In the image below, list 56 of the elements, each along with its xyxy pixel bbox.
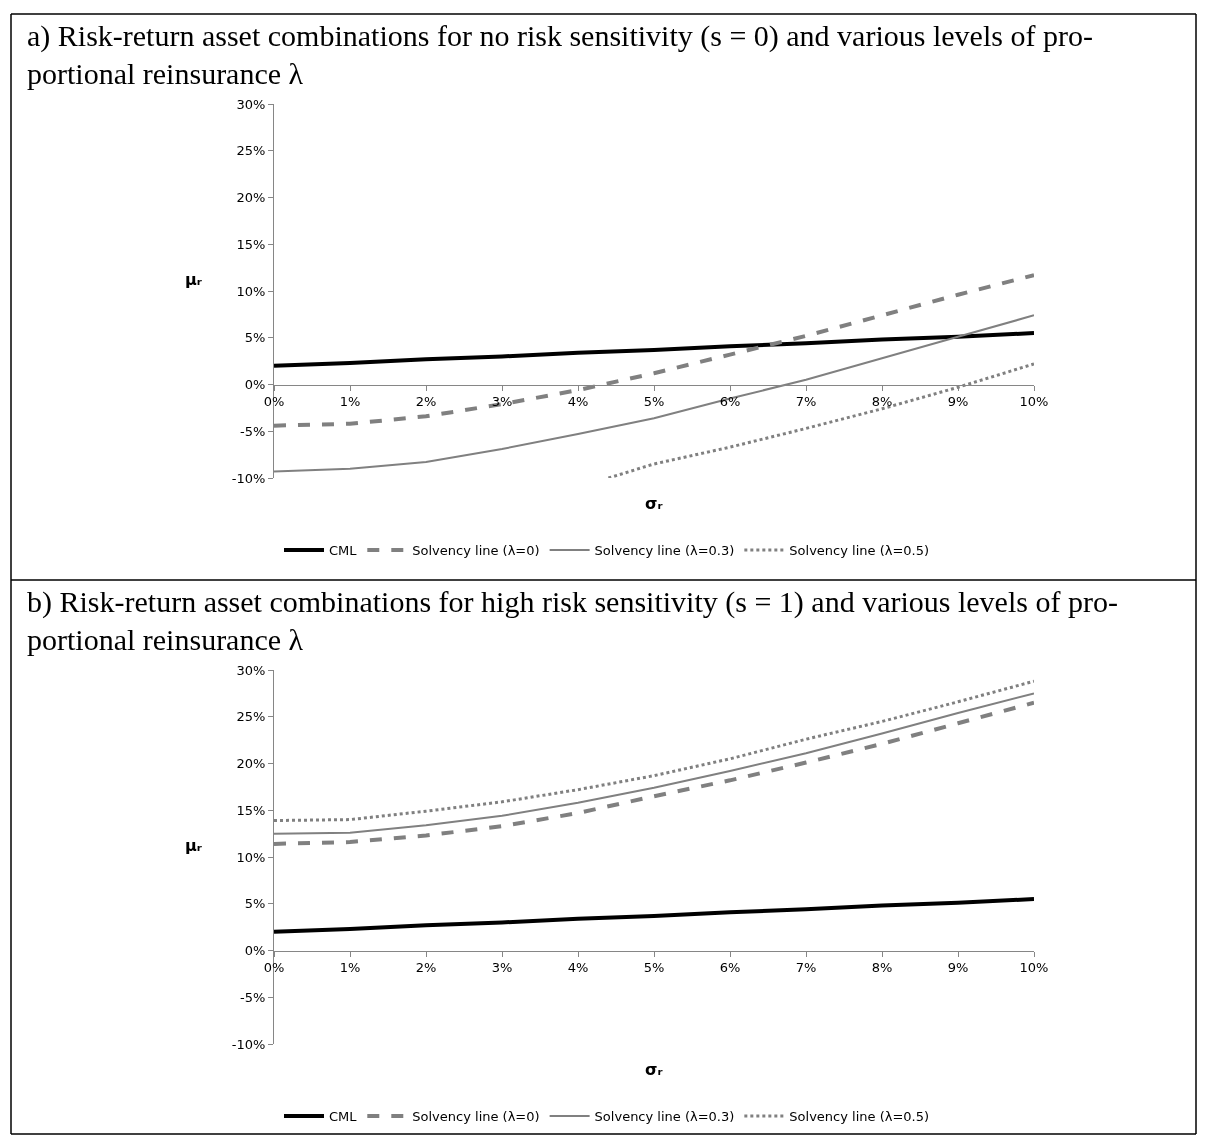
x-tick-label: 6%	[719, 394, 741, 410]
legend-label: Solvency line (λ=0.3)	[594, 1109, 735, 1125]
x-tick-label: 5%	[643, 960, 665, 976]
x-tick-label: 7%	[795, 394, 817, 410]
x-tick-label: 8%	[871, 394, 893, 410]
y-tick-label: 30%	[236, 96, 266, 112]
legend-label: Solvency line (λ=0)	[412, 543, 540, 559]
legend-label: CML	[329, 543, 358, 559]
y-tick-label: 5%	[244, 896, 266, 912]
x-tick-label: 7%	[795, 960, 817, 976]
y-tick-label: -5%	[240, 989, 266, 1005]
y-tick-label: 25%	[236, 709, 266, 725]
x-tick-label: 0%	[263, 960, 285, 976]
y-axis-title: μᵣ	[185, 270, 203, 289]
x-tick-label: 1%	[339, 394, 361, 410]
x-tick-label: 10%	[1019, 394, 1049, 410]
x-tick-label: 9%	[947, 394, 969, 410]
y-tick-label: 5%	[244, 330, 266, 346]
legend-label: CML	[329, 1109, 358, 1125]
x-tick-label: 2%	[415, 960, 437, 976]
x-tick-label: 3%	[491, 960, 513, 976]
x-axis-title: σᵣ	[645, 1060, 664, 1079]
x-tick-label: 9%	[947, 960, 969, 976]
line-series	[274, 897, 1034, 934]
legend-label: Solvency line (λ=0.3)	[594, 543, 735, 559]
y-tick-label: 30%	[236, 662, 266, 678]
legend-label: Solvency line (λ=0)	[412, 1109, 540, 1125]
chart-title: b) Risk-return asset combinations for high risk sensitivity (s = 1) and various levels of pro- portional reinsurance λ	[27, 585, 1118, 656]
chart-title: a) Risk-return asset combinations for no risk sensitivity (s = 0) and various levels of pro- portional reinsurance λ	[27, 19, 1093, 90]
x-tick-label: 0%	[263, 394, 285, 410]
y-tick-label: 15%	[236, 236, 266, 252]
y-axis-title: μᵣ	[185, 836, 203, 855]
y-tick-label: -10%	[231, 470, 266, 486]
legend-label: Solvency line (λ=0.5)	[789, 1109, 930, 1125]
y-tick-label: -10%	[231, 1036, 266, 1052]
x-tick-label: 6%	[719, 960, 741, 976]
x-tick-label: 3%	[491, 394, 513, 410]
x-tick-label: 1%	[339, 960, 361, 976]
y-tick-label: 15%	[236, 802, 266, 818]
x-tick-label: 5%	[643, 394, 665, 410]
x-tick-label: 8%	[871, 960, 893, 976]
y-tick-label: -5%	[240, 423, 266, 439]
x-tick-label: 10%	[1019, 960, 1049, 976]
y-tick-label: 20%	[236, 190, 266, 206]
x-axis-title: σᵣ	[645, 494, 664, 513]
y-tick-label: 10%	[236, 849, 266, 865]
legend-label: Solvency line (λ=0.5)	[789, 543, 930, 559]
y-tick-label: 20%	[236, 756, 266, 772]
line-series	[274, 331, 1034, 368]
x-tick-label: 4%	[567, 394, 589, 410]
x-tick-label: 4%	[567, 960, 589, 976]
x-tick-label: 2%	[415, 394, 437, 410]
y-tick-label: 10%	[236, 283, 266, 299]
y-tick-label: 0%	[244, 943, 266, 959]
y-tick-label: 0%	[244, 377, 266, 393]
y-tick-label: 25%	[236, 143, 266, 159]
